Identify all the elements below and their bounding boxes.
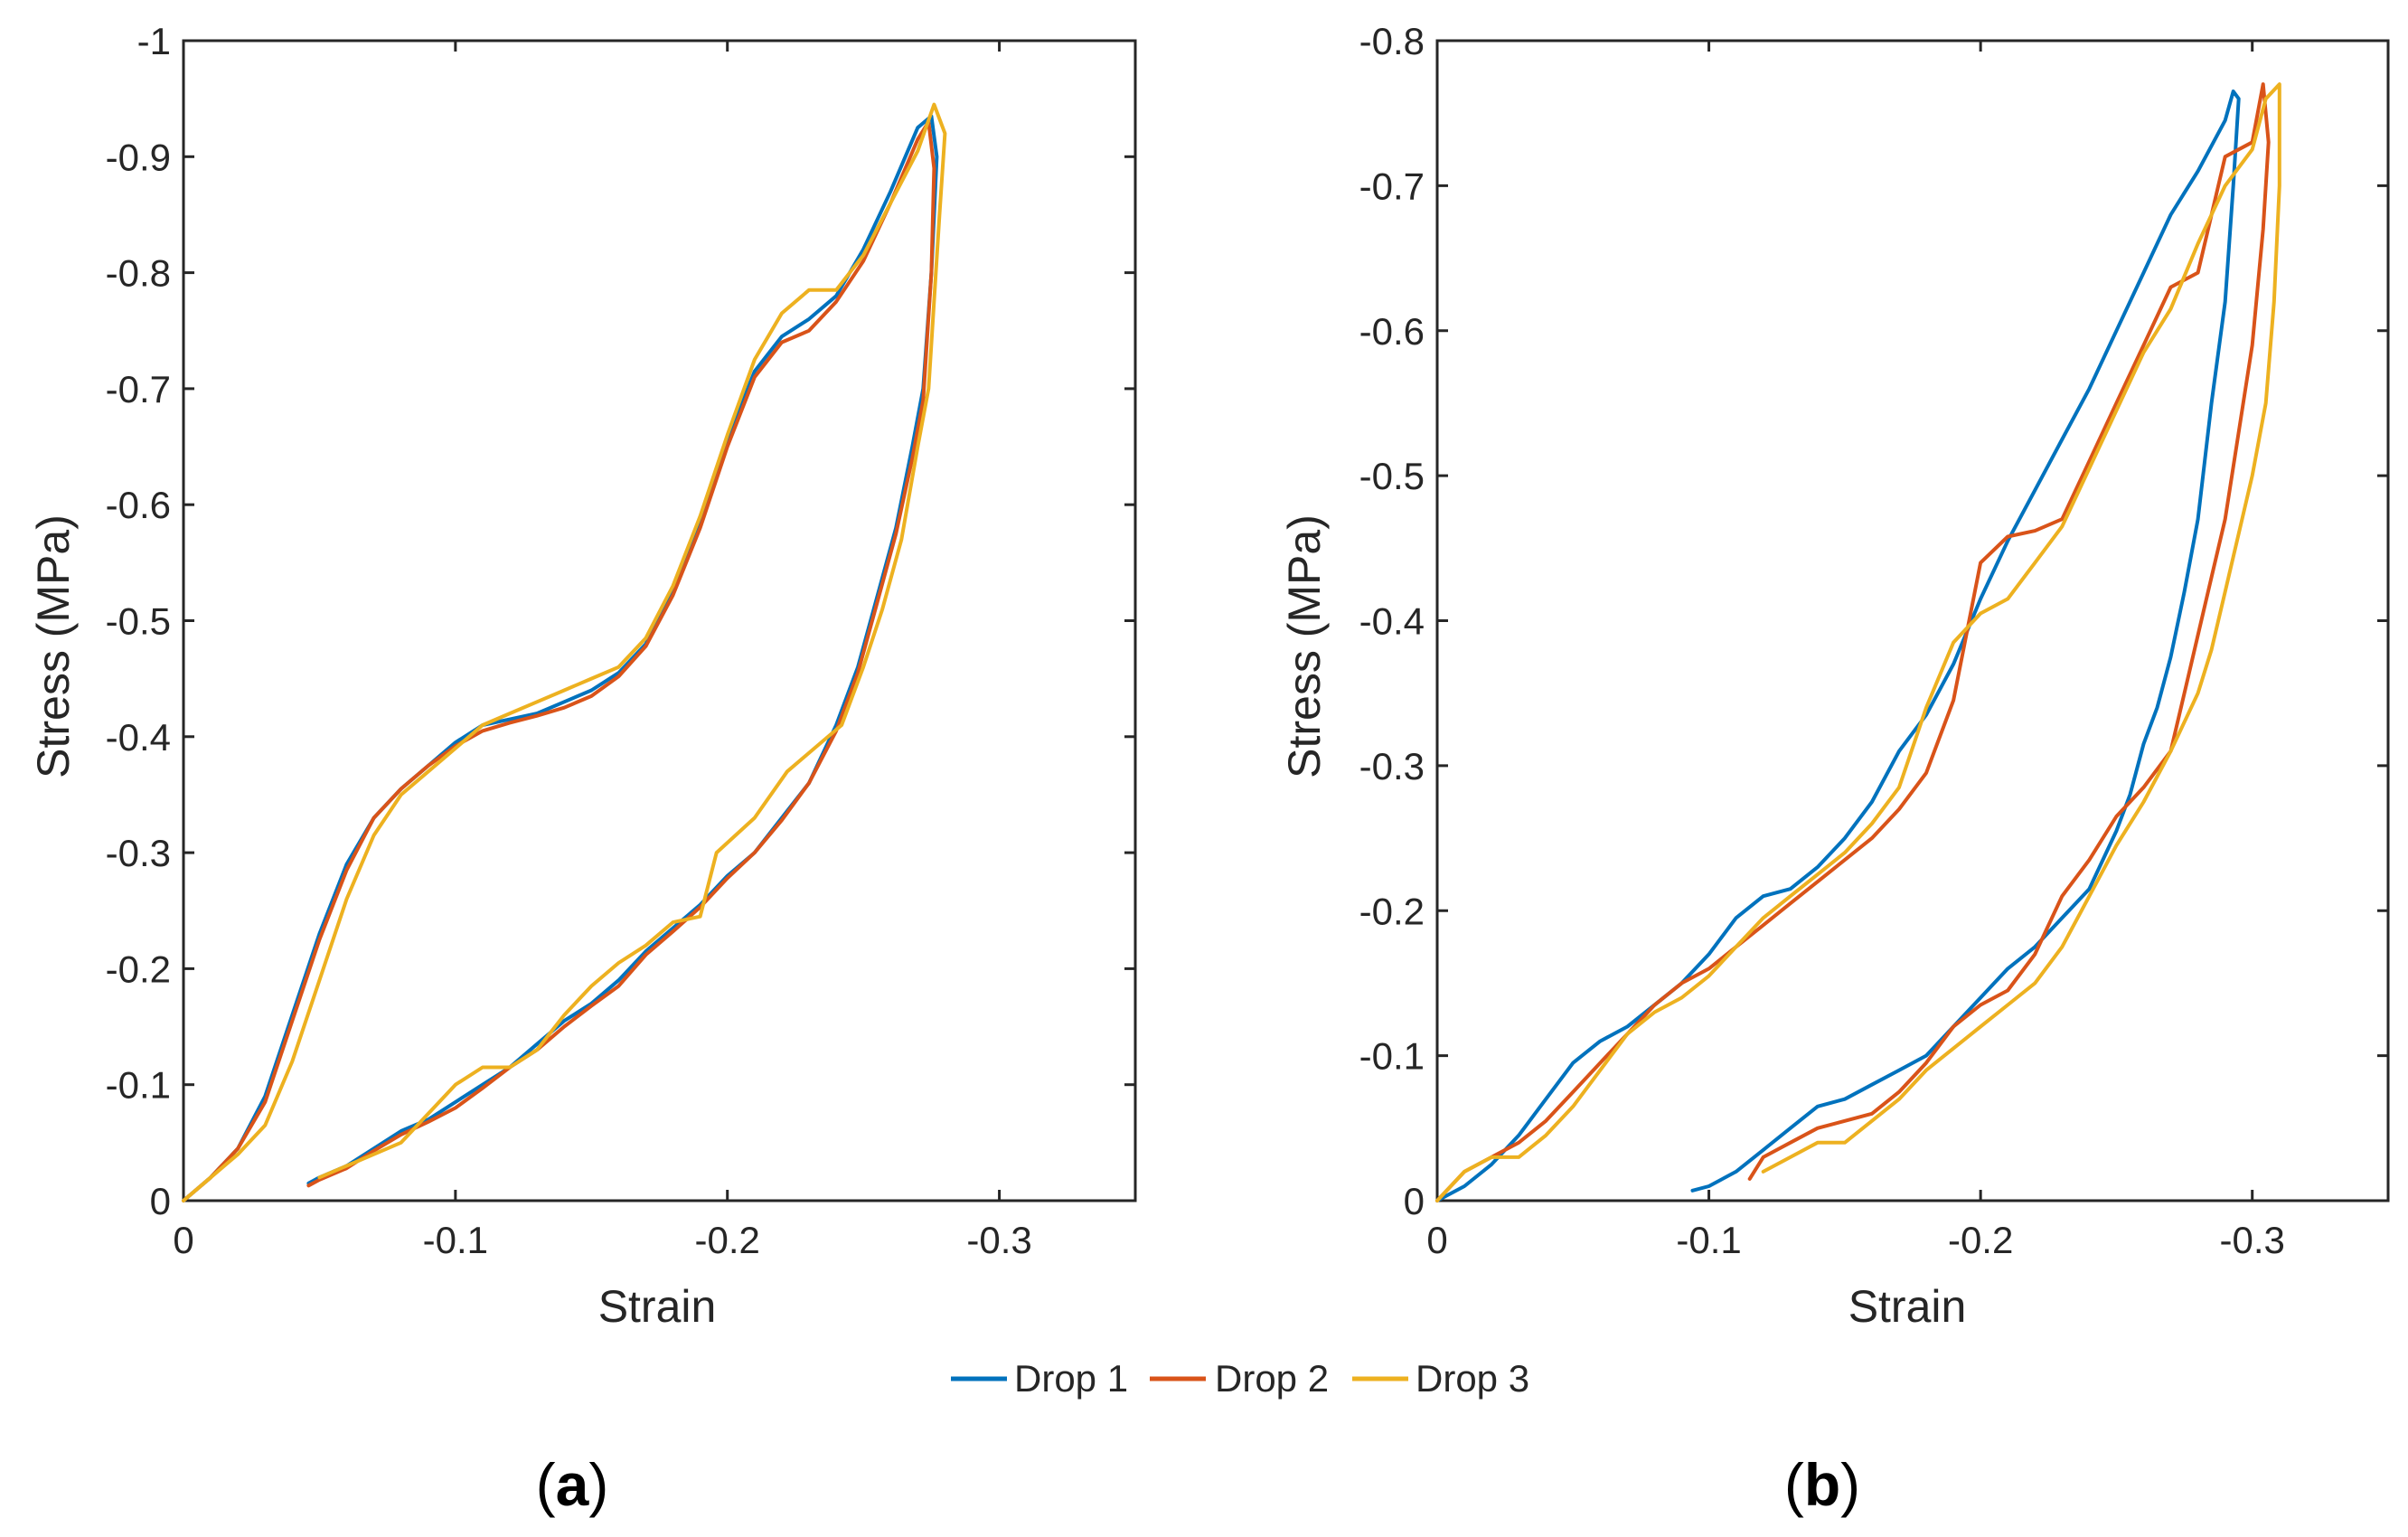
panel-b-tick-labels: 0 -0.1 -0.2 -0.3 0 -0.1 -0.2 -0.3 -0.4 -0.5 -0.6 -0… xyxy=(1359,20,2285,1261)
panel-a-series xyxy=(182,102,947,1202)
panel-a-y-tick-label: -0.9 xyxy=(106,136,171,178)
panel-b-x-tick-label: -0.3 xyxy=(2220,1219,2285,1261)
panel-b-y-tick-label: -0.1 xyxy=(1359,1035,1425,1078)
panel-b-label: (b) xyxy=(1784,1451,1860,1518)
panel-b-y-axis-label: Stress (MPa) xyxy=(1279,514,1330,778)
panel-b-y-tick-label: -0.3 xyxy=(1359,745,1425,787)
panel-b-y-tick-label: -0.6 xyxy=(1359,310,1425,353)
legend-label-drop-3: Drop 3 xyxy=(1416,1357,1529,1400)
panel-a-x-axis-label: Strain xyxy=(598,1281,717,1332)
panel-a: 0 -0.1 -0.2 -0.3 0 -0.1 -0.2 -0.3 -0.4 -0.5 -0.6 -0… xyxy=(28,20,1137,1518)
legend: Drop 1 Drop 2 Drop 3 xyxy=(951,1357,1529,1400)
panel-a-y-tick-label: -0.3 xyxy=(106,832,171,874)
panel-b-y-tick-label: -0.8 xyxy=(1359,20,1425,62)
panel-a-x-tick-label: -0.3 xyxy=(966,1219,1031,1261)
panel-b-y-tick-label: -0.7 xyxy=(1359,165,1425,207)
panel-b-axes-box xyxy=(1435,39,2390,1202)
panel-b-letter: b xyxy=(1804,1451,1840,1518)
panel-b-series-drop-3 xyxy=(1435,82,2281,1202)
legend-label-drop-1: Drop 1 xyxy=(1014,1357,1128,1400)
panel-a-y-axis-label: Stress (MPa) xyxy=(28,514,79,778)
panel-b-series-drop-2 xyxy=(1435,82,2271,1202)
panel-a-y-tick-label: -0.1 xyxy=(106,1064,171,1107)
panel-a-x-tick-label: -0.1 xyxy=(423,1219,488,1261)
panel-b-y-tick-label: 0 xyxy=(1404,1180,1425,1222)
panel-a-y-tick-label: -0.6 xyxy=(106,484,171,526)
panel-a-tick-labels: 0 -0.1 -0.2 -0.3 0 -0.1 -0.2 -0.3 -0.4 -0.5 -0.6 -0… xyxy=(106,20,1032,1261)
panel-a-letter: a xyxy=(556,1451,590,1518)
panel-b-series xyxy=(1435,82,2281,1202)
panel-b-x-tick-label: -0.1 xyxy=(1676,1219,1741,1261)
panel-a-y-tick-label: -0.7 xyxy=(106,368,171,410)
panel-b: 0 -0.1 -0.2 -0.3 0 -0.1 -0.2 -0.3 -0.4 -0.5 -0.6 -0… xyxy=(1279,20,2390,1518)
panel-a-y-tick-label: -1 xyxy=(137,20,171,62)
panel-b-y-tick-label: -0.2 xyxy=(1359,890,1425,932)
panel-a-label: (a) xyxy=(536,1451,609,1518)
panel-b-y-tick-label: -0.4 xyxy=(1359,600,1425,643)
panel-a-series-drop-3 xyxy=(182,102,947,1202)
panel-b-y-tick-label: -0.5 xyxy=(1359,455,1425,497)
panel-a-x-tick-label: -0.2 xyxy=(695,1219,760,1261)
panel-a-y-tick-label: 0 xyxy=(150,1180,171,1222)
panel-a-x-tick-label: 0 xyxy=(173,1219,193,1261)
panel-b-axes xyxy=(1435,39,2390,1202)
panel-a-y-tick-label: -0.2 xyxy=(106,948,171,990)
panel-a-y-tick-label: -0.5 xyxy=(106,600,171,643)
panel-b-x-axis-label: Strain xyxy=(1848,1281,1967,1332)
panel-a-y-tick-label: -0.8 xyxy=(106,252,171,295)
panel-b-x-tick-label: -0.2 xyxy=(1948,1219,2013,1261)
panel-a-y-tick-label: -0.4 xyxy=(106,716,171,759)
panel-b-x-tick-label: 0 xyxy=(1426,1219,1447,1261)
legend-label-drop-2: Drop 2 xyxy=(1215,1357,1329,1400)
